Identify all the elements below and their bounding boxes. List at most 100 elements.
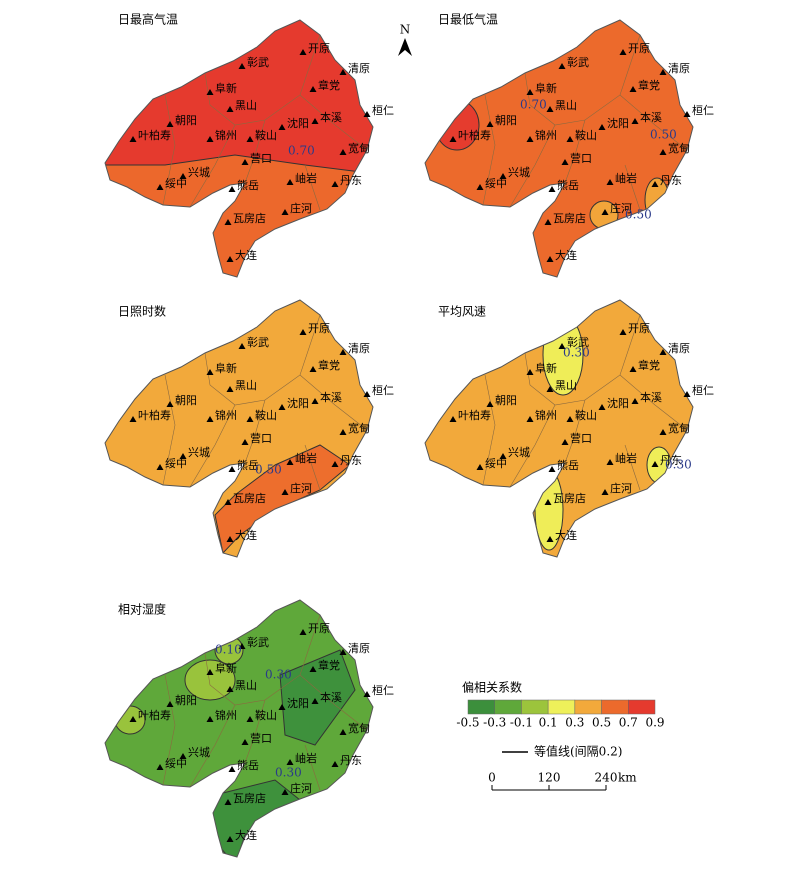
station-label: 开原 — [628, 322, 650, 335]
station-marker — [246, 136, 254, 142]
station-marker — [246, 716, 254, 722]
station-marker — [166, 121, 174, 127]
station-label: 叶柏寿 — [138, 708, 171, 722]
station-label: 阜新 — [535, 81, 557, 95]
legend-swatch — [521, 699, 549, 715]
station-marker — [156, 184, 164, 190]
station-marker — [339, 729, 347, 735]
station-label: 黑山 — [235, 99, 257, 112]
station-label: 熊岳 — [237, 458, 259, 472]
station-marker — [526, 369, 534, 375]
station-label: 庄河 — [610, 481, 632, 495]
station-label: 瓦房店 — [233, 491, 266, 505]
station-marker — [206, 716, 214, 722]
contour-label: 0.50 — [625, 208, 652, 222]
station-marker — [206, 669, 214, 675]
station-label: 宽甸 — [668, 421, 690, 435]
station-marker — [558, 63, 566, 69]
station-label: 黑山 — [555, 379, 577, 392]
station-label: 清原 — [668, 62, 690, 75]
station-label: 鞍山 — [575, 128, 597, 142]
station-marker — [606, 459, 614, 465]
station-marker — [499, 173, 507, 179]
station-label: 大连 — [235, 248, 257, 262]
legend-swatch — [601, 699, 629, 715]
station-marker — [331, 181, 339, 187]
contour-line — [184, 659, 236, 701]
north-label: N — [400, 23, 411, 37]
contour-label: 0.30 — [265, 668, 292, 682]
station-label: 瓦房店 — [553, 491, 586, 505]
station-marker — [526, 136, 534, 142]
station-label: 开原 — [308, 42, 330, 55]
city-borders — [482, 314, 688, 491]
station-marker — [226, 386, 234, 392]
station-marker — [629, 366, 637, 372]
station-marker — [224, 499, 232, 505]
station-label: 开原 — [308, 322, 330, 335]
station-label: 开原 — [628, 42, 650, 55]
station-marker — [526, 89, 534, 95]
station-marker — [238, 343, 246, 349]
station-marker — [228, 766, 236, 772]
station-label: 清原 — [348, 62, 370, 75]
station-marker — [278, 704, 286, 710]
city-borders — [162, 614, 368, 791]
legend-tick-label: 0.5 — [592, 716, 611, 730]
station-marker — [486, 121, 494, 127]
station-label: 绥中 — [485, 457, 507, 470]
station-marker — [659, 149, 667, 155]
station-marker — [299, 629, 307, 635]
station-label: 章党 — [318, 358, 340, 372]
legend-tick-label: 0.1 — [539, 716, 558, 730]
station-label: 彰武 — [567, 55, 589, 69]
station-marker — [601, 209, 609, 215]
station-marker — [339, 349, 347, 355]
station-marker — [548, 466, 556, 472]
station-label: 朝阳 — [175, 694, 197, 707]
contour-legend-label: 等值线(间隔0.2) — [534, 744, 622, 759]
station-marker — [546, 386, 554, 392]
station-marker — [179, 753, 187, 759]
station-marker — [281, 789, 289, 795]
station-marker — [166, 401, 174, 407]
station-label: 丹东 — [340, 454, 362, 467]
station-marker — [659, 69, 667, 75]
station-label: 本溪 — [320, 110, 342, 124]
station-label: 庄河 — [290, 781, 312, 795]
station-label: 沈阳 — [287, 396, 309, 410]
station-marker — [558, 343, 566, 349]
station-label: 鞍山 — [255, 708, 277, 722]
station-marker — [546, 106, 554, 112]
station-marker — [363, 111, 371, 117]
station-label: 清原 — [668, 342, 690, 355]
station-label: 黑山 — [235, 379, 257, 392]
station-label: 营口 — [570, 431, 592, 445]
station-marker — [241, 159, 249, 165]
station-label: 绥中 — [165, 457, 187, 470]
station-marker — [129, 716, 137, 722]
station-label: 瓦房店 — [553, 211, 586, 225]
station-label: 阜新 — [535, 361, 557, 375]
station-marker — [226, 836, 234, 842]
station-marker — [619, 49, 627, 55]
station-marker — [286, 179, 294, 185]
station-label: 营口 — [250, 431, 272, 445]
station-label: 朝阳 — [495, 114, 517, 127]
station-label: 章党 — [318, 78, 340, 92]
station-label: 兴城 — [508, 446, 530, 459]
station-marker — [246, 416, 254, 422]
contour-label: 0.70 — [520, 98, 547, 112]
station-marker — [226, 256, 234, 262]
station-label: 大连 — [555, 248, 577, 262]
station-marker — [281, 209, 289, 215]
contour-label: 0.50 — [255, 463, 282, 477]
station-label: 大连 — [235, 828, 257, 842]
station-marker — [226, 536, 234, 542]
station-marker — [278, 124, 286, 130]
station-marker — [544, 499, 552, 505]
station-label: 桓仁 — [372, 383, 394, 397]
station-marker — [331, 461, 339, 467]
